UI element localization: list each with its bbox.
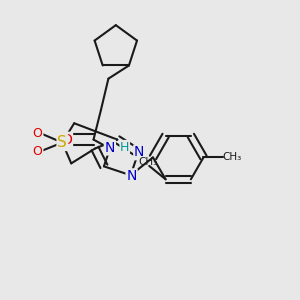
Text: CH₃: CH₃ xyxy=(138,158,158,167)
Text: CH₃: CH₃ xyxy=(222,152,242,162)
Text: N: N xyxy=(134,146,145,159)
Text: N: N xyxy=(126,169,137,183)
Text: N: N xyxy=(105,141,115,154)
Text: O: O xyxy=(61,133,72,147)
Text: H: H xyxy=(120,140,129,154)
Text: O: O xyxy=(33,145,43,158)
Text: S: S xyxy=(57,135,67,150)
Text: O: O xyxy=(33,127,43,140)
